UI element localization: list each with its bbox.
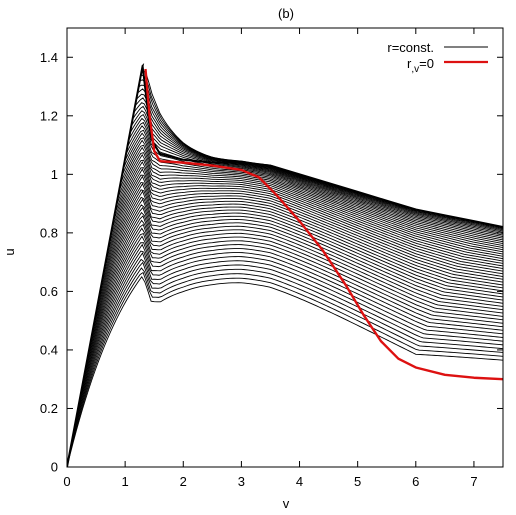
- rconst-curve: [81, 235, 503, 389]
- rconst-curve: [109, 167, 503, 272]
- y-tick-label: 0.6: [40, 284, 58, 299]
- rconst-curve: [87, 219, 503, 355]
- rconst-curve: [67, 276, 503, 467]
- rconst-curve: [84, 227, 503, 372]
- legend-rv0-r: r: [407, 56, 412, 71]
- rconst-curve: [69, 267, 503, 450]
- axis-ticks: 0 1 2 3 4 5 6 7 0 0.2 0.4 0.6 0.8 1 1.2 1.4: [40, 28, 503, 489]
- rconst-curve: [76, 250, 503, 415]
- y-tick-label: 0.8: [40, 225, 58, 240]
- chart-title: (b): [278, 6, 294, 21]
- rconst-curve: [121, 137, 503, 253]
- x-tick-label: 4: [296, 474, 303, 489]
- x-tick-label: 2: [180, 474, 187, 489]
- y-tick-label: 0.4: [40, 342, 58, 357]
- rconst-curve: [133, 102, 503, 236]
- rconst-curve: [135, 93, 503, 233]
- rconst-curve: [95, 198, 503, 313]
- rconst-curve: [92, 206, 503, 329]
- y-axis-label: u: [2, 248, 17, 255]
- legend-rv0-sub: ,v: [411, 64, 419, 75]
- legend: r=const. r,v=0: [387, 40, 488, 75]
- rconst-curve: [83, 232, 503, 380]
- rconst-curve: [111, 161, 503, 269]
- legend-rv0-eq: =0: [419, 56, 434, 71]
- rconst-curve: [129, 113, 503, 241]
- x-tick-label: 7: [470, 474, 477, 489]
- rconst-curve: [130, 110, 503, 239]
- x-axis-label: v: [283, 496, 290, 511]
- rv0-line: [144, 68, 503, 381]
- rconst-curve: [71, 261, 503, 441]
- rconst-curve: [103, 181, 503, 283]
- rconst-curve: [118, 144, 503, 257]
- rconst-curve: [114, 153, 503, 264]
- rconst-curve: [115, 152, 503, 262]
- x-tick-label: 3: [238, 474, 245, 489]
- x-tick-label: 6: [412, 474, 419, 489]
- rconst-curve: [112, 159, 503, 267]
- y-tick-label: 1.2: [40, 108, 58, 123]
- y-tick-label: 1.4: [40, 50, 58, 65]
- rconst-curve: [141, 69, 503, 228]
- rconst-curve: [108, 168, 503, 275]
- rconst-curve: [97, 196, 503, 304]
- legend-rconst-label: r=const.: [387, 40, 434, 55]
- rconst-curves: [67, 62, 503, 467]
- rconst-curve: [138, 84, 503, 231]
- rconst-curve: [122, 132, 503, 251]
- rconst-curve: [116, 146, 503, 260]
- rconst-curve: [73, 258, 503, 432]
- rconst-curve: [106, 174, 503, 277]
- rv0-curve: [144, 68, 503, 381]
- rconst-curve: [86, 223, 503, 363]
- y-tick-label: 1: [51, 167, 58, 182]
- x-tick-label: 1: [122, 474, 129, 489]
- x-tick-label: 0: [63, 474, 70, 489]
- rconst-curve: [78, 243, 503, 406]
- x-tick-label: 5: [354, 474, 361, 489]
- rconst-curve: [134, 97, 503, 235]
- y-tick-label: 0: [51, 460, 58, 475]
- rconst-curve: [79, 242, 503, 398]
- rconst-curve: [105, 175, 503, 280]
- rconst-curve: [91, 211, 503, 338]
- rconst-curve: [128, 117, 503, 243]
- rconst-curve: [94, 204, 503, 321]
- rconst-curve: [68, 271, 503, 459]
- y-tick-label: 0.2: [40, 401, 58, 416]
- rconst-curve: [137, 88, 503, 232]
- rconst-curve: [101, 182, 503, 286]
- legend-rv0-label: r,v=0: [407, 56, 434, 75]
- rconst-curve: [132, 105, 503, 238]
- rconst-curve: [74, 252, 503, 424]
- rconst-curve: [100, 189, 503, 289]
- rconst-curve: [89, 215, 503, 346]
- rconst-curve: [119, 139, 503, 255]
- plot-frame: [66, 27, 504, 468]
